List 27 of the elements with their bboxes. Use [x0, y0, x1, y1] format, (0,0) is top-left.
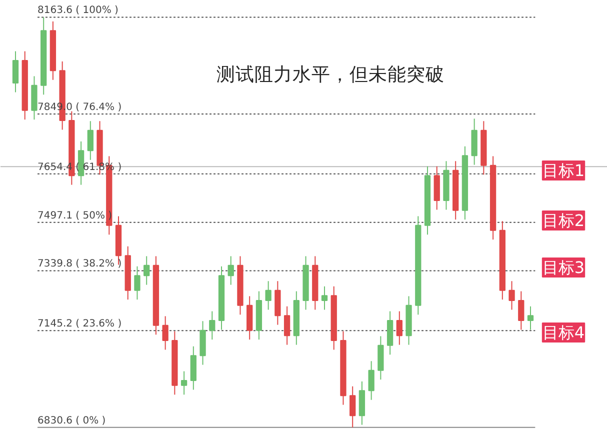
- candlestick: [518, 290, 524, 330]
- candlestick: [265, 280, 272, 310]
- candlestick: [368, 360, 374, 400]
- ref-line-label: 7339.8 ( 38.2% ): [38, 258, 122, 270]
- candlestick: [321, 286, 328, 310]
- annotation: 测试阻力水平，但未能突破: [216, 64, 444, 86]
- candlestick: [508, 280, 515, 310]
- ref-line-label: 6830.6 ( 0% ): [38, 415, 106, 426]
- ref-line-label: 8163.6 ( 100% ): [38, 5, 119, 16]
- text: 目标4: [542, 323, 585, 342]
- ref-line-label: 7145.2 ( 23.6% ): [38, 318, 122, 330]
- candlestick: [180, 370, 188, 396]
- candlestick: [284, 306, 290, 346]
- text: 目标3: [542, 258, 585, 277]
- ref-line-label: 7497.1 ( 50% ): [38, 210, 112, 222]
- candlestick: [209, 310, 216, 340]
- candlestick: [12, 50, 19, 93]
- text: 目标1: [542, 161, 585, 180]
- candlestick: [87, 120, 94, 160]
- candlestick: [527, 306, 534, 330]
- candlestick: [350, 386, 356, 428]
- candlestick: [228, 256, 234, 286]
- candlestick: [134, 266, 140, 300]
- candlestick: [144, 256, 150, 286]
- candlestick: [162, 316, 168, 350]
- candlestick: [396, 310, 402, 346]
- text: 目标2: [542, 211, 585, 230]
